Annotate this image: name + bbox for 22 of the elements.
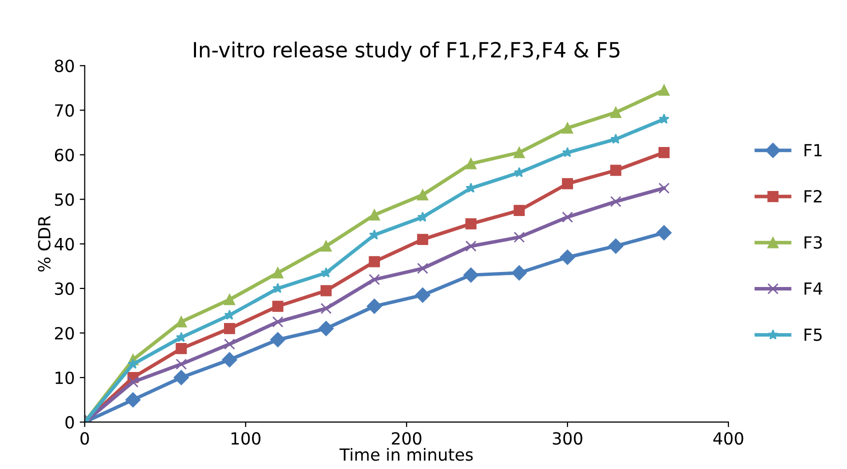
y-tick-label: 40 [54,238,74,250]
y-tick-label: 60 [54,148,74,162]
chart-title: In-vitro release study of F1,F2,F3,F4 & F5 [194,41,620,62]
y-tick-label: 70 [55,104,74,117]
x-tick-label: 400 [713,432,744,445]
y-tick-label: 80 [54,60,74,72]
legend-label: F2 [804,190,822,202]
y-axis-title: % CDR [38,216,51,272]
y-tick-label: 0 [65,416,74,429]
x-tick-label: 300 [552,432,582,445]
legend-label: F4 [804,282,822,295]
x-tick-label: 100 [232,432,260,445]
x-tick-label: 0 [80,432,89,445]
legend-label: F3 [804,236,822,249]
y-tick-label: 50 [55,193,74,206]
legend-label: F1 [804,144,822,156]
legend-label: F5 [804,328,822,341]
y-tick-label: 30 [55,282,74,296]
x-axis-title: Time in minutes [339,448,473,461]
y-tick-label: 20 [54,326,74,340]
x-tick-label: 200 [392,432,422,445]
y-tick-label: 10 [56,372,74,384]
